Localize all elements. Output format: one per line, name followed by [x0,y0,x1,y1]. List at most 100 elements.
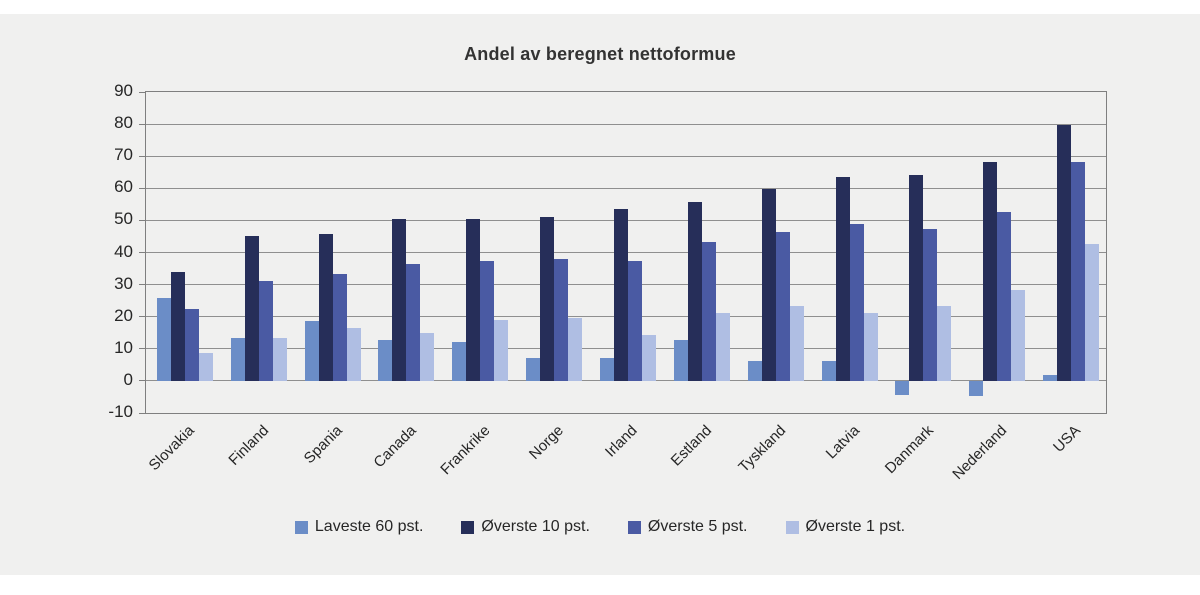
bar [761,189,776,381]
bar-group-norge [515,92,589,413]
bar-group-danmark [884,92,958,413]
bar [554,259,569,381]
y-tick-label: 50 [114,209,133,229]
legend-item: Øverste 1 pst. [785,518,906,536]
bar-group-irland [589,92,663,413]
legend-label: Laveste 60 pst. [314,518,424,535]
bar-group-nederland [958,92,1032,413]
legend-swatch-icon [461,520,475,534]
bar [715,313,730,381]
bar [641,334,656,381]
bar [747,360,762,381]
bar [466,219,481,381]
bar [997,211,1012,381]
bar [789,306,804,381]
bar [849,224,864,381]
y-tick-mark [139,155,146,157]
bar [909,174,924,381]
y-tick-mark [139,412,146,414]
bar [420,332,435,381]
y-tick-mark [139,348,146,350]
bar-group-spania [294,92,368,413]
y-tick-label: 30 [114,273,133,293]
bar [627,261,642,381]
bar [568,317,583,381]
bar [599,358,614,381]
bar [332,273,347,381]
plot-area [139,91,1107,414]
legend-swatch-icon [785,520,799,534]
legend-item: Øverste 10 pst. [461,518,590,536]
bar [318,234,333,381]
y-tick-mark [139,219,146,221]
bar [1011,290,1026,381]
y-tick-label: 90 [114,81,133,100]
bar-group-tyskland [737,92,811,413]
gridline [146,380,1106,382]
legend-label: Øverste 5 pst. [647,518,748,535]
y-tick-mark [139,123,146,125]
bar [494,320,509,381]
legend-swatch-icon [627,520,641,534]
y-tick-label: 20 [114,305,133,325]
y-tick-mark [139,252,146,253]
bar [346,328,361,381]
bar [821,360,836,381]
y-tick-mark [139,316,146,318]
bar [673,340,688,381]
bar [937,306,952,381]
bar [701,241,716,381]
bar-group-finland [220,92,294,413]
bar [272,338,287,381]
bar [775,231,790,381]
y-tick-label: -10 [108,402,133,421]
bar [198,353,213,381]
legend-label: Øverste 1 pst. [805,518,906,535]
bar [687,202,702,381]
bar-group-latvia [811,92,885,413]
y-tick-mark [139,91,146,93]
bar [378,340,393,381]
gridline [146,155,1106,157]
bar [480,261,495,381]
bar [406,264,421,381]
legend-label: Øverste 10 pst. [481,518,590,535]
bar-group-frankrike [441,92,515,413]
bar-group-slovakia [146,92,220,413]
bar [895,380,910,395]
bar [304,320,319,381]
bar [1057,124,1072,381]
bar-group-canada [368,92,442,413]
legend-item: Laveste 60 pst. [294,518,424,536]
gridline [146,187,1106,189]
bar [1071,162,1086,381]
bar [863,312,878,381]
bar [540,216,555,381]
bar [184,308,199,381]
y-tick-mark [139,284,146,286]
gridline [146,123,1106,125]
bar [983,161,998,381]
bar [923,228,938,381]
bar [526,358,541,381]
bar [452,342,467,381]
bar [244,236,259,381]
chart-title: Andel av beregnet nettoformue [464,44,736,64]
y-tick-label: 60 [114,177,133,197]
bar [969,380,984,397]
legend-item: Øverste 5 pst. [627,518,748,536]
y-tick-label: 0 [123,369,133,389]
legend: Laveste 60 pst. Øverste 10 pst. Øverste 5 … [0,518,1200,536]
y-tick-mark [139,380,146,382]
bar [392,219,407,381]
bar [613,209,628,381]
legend-swatch-icon [294,520,308,534]
bar [230,338,245,381]
bar [258,281,273,381]
y-tick-label: 70 [114,145,133,165]
bar [1043,374,1058,381]
y-tick-mark [139,187,146,189]
bar-group-estland [663,92,737,413]
bar [156,298,171,381]
